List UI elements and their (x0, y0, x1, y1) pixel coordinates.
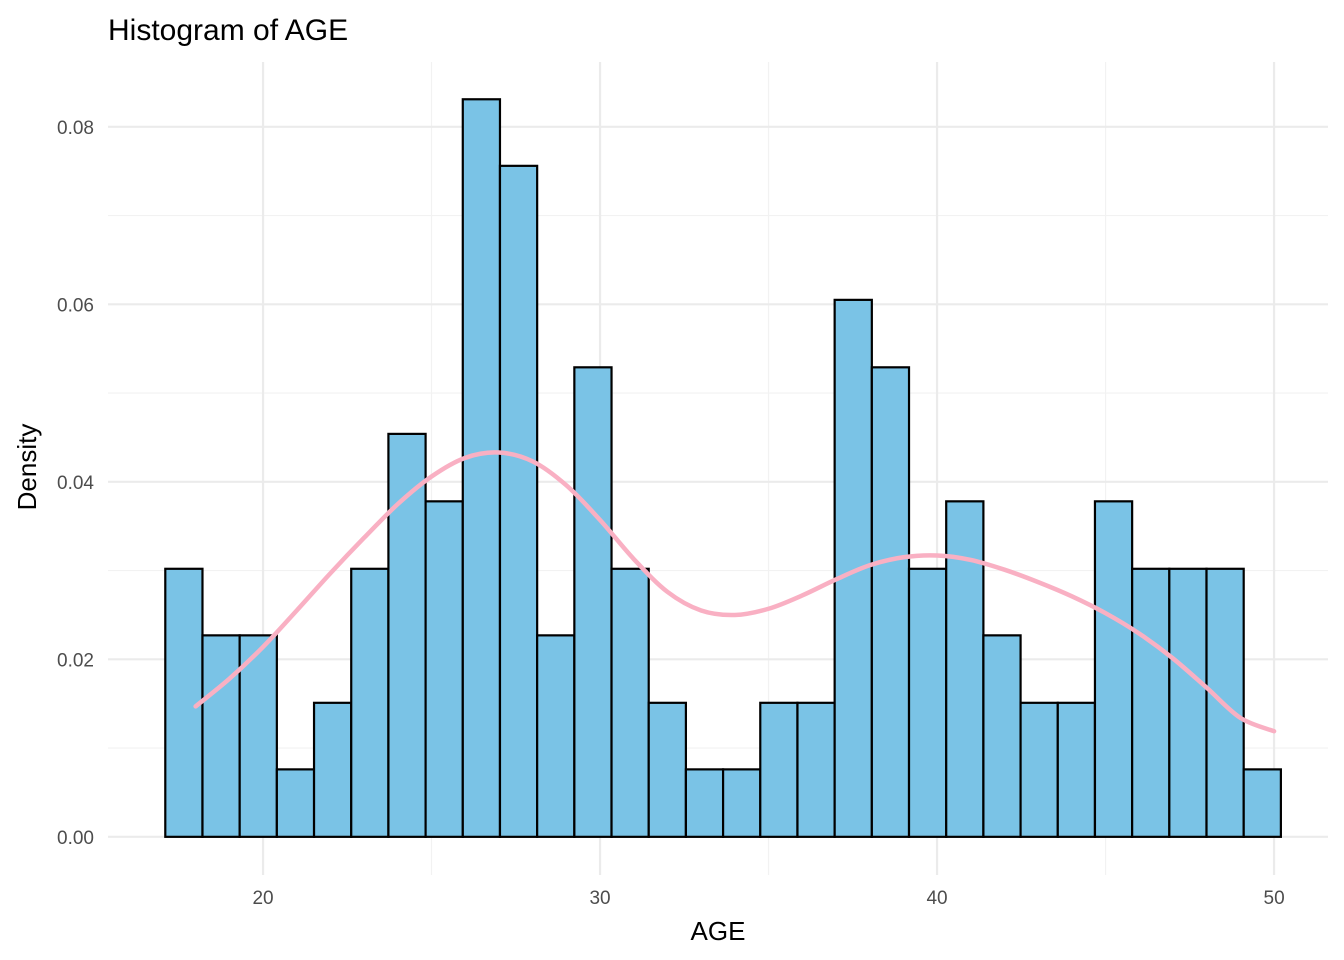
histogram-bar (945, 500, 985, 838)
histogram-bar (312, 701, 353, 838)
y-tick-label: 0.04 (57, 473, 94, 494)
histogram-bar (201, 634, 241, 838)
x-tick-label: 30 (589, 888, 610, 909)
histogram-bar (759, 701, 799, 838)
histogram-bar (1019, 701, 1059, 838)
x-axis-title: AGE (691, 916, 746, 946)
y-tick-label: 0.00 (57, 828, 94, 849)
histogram-bar (870, 366, 911, 838)
x-tick-label: 40 (926, 888, 947, 909)
histogram-bars (164, 98, 1282, 838)
density-curve (193, 450, 1277, 734)
y-tick-label: 0.08 (57, 118, 94, 139)
y-axis-title: Density (12, 424, 42, 511)
minor-gridlines (108, 62, 1328, 875)
chart-title: Histogram of AGE (108, 14, 348, 47)
histogram-bar (1242, 768, 1282, 838)
histogram-bar (982, 634, 1022, 838)
histogram-bar (536, 634, 576, 838)
histogram-bar (387, 432, 427, 838)
y-tick-label: 0.06 (57, 295, 94, 316)
histogram-bar (424, 500, 464, 838)
x-tick-label: 50 (1264, 888, 1285, 909)
y-axis-ticks: 0.00 0.02 0.04 0.06 0.08 (57, 118, 94, 849)
histogram-bar (796, 701, 836, 838)
histogram-bar (610, 567, 650, 838)
histogram-bar (684, 768, 725, 838)
histogram-bar (1168, 567, 1208, 838)
histogram-bar (498, 164, 539, 838)
histogram-bar (1093, 500, 1134, 838)
x-tick-label: 20 (252, 888, 273, 909)
x-axis-ticks: 20 30 40 50 (252, 888, 1284, 909)
histogram-bar (164, 567, 204, 838)
histogram-bar (238, 634, 278, 838)
histogram-bar (461, 98, 502, 838)
histogram-bar (907, 567, 948, 838)
histogram-bar (573, 366, 613, 838)
histogram-bar (350, 567, 390, 838)
histogram-bar (721, 768, 762, 838)
y-tick-label: 0.02 (57, 650, 94, 671)
histogram-bar (1056, 701, 1097, 838)
histogram-bar (1131, 567, 1171, 838)
histogram-bar (647, 701, 688, 838)
histogram-bar (275, 768, 316, 838)
